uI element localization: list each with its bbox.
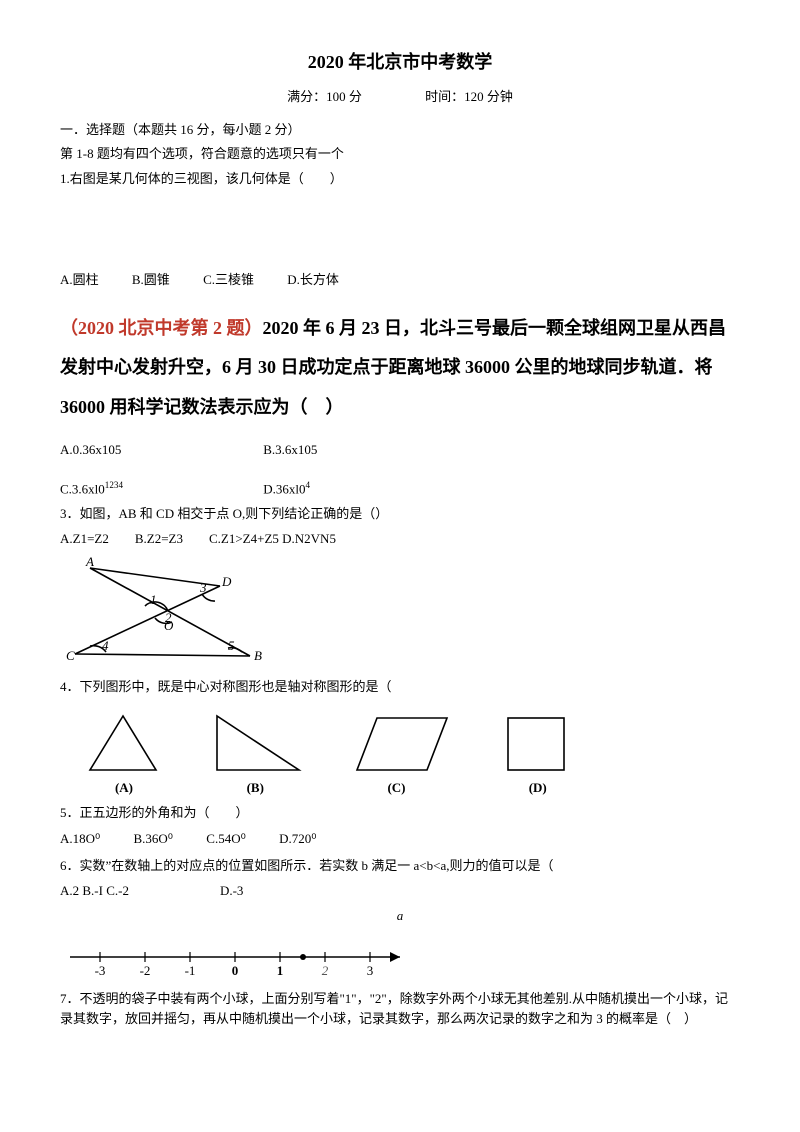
svg-text:5: 5 <box>228 638 235 653</box>
svg-text:3: 3 <box>199 580 207 595</box>
svg-text:3: 3 <box>367 963 374 978</box>
q2-opt-a: A.0.36x105 <box>60 440 260 461</box>
q3-figure: A D C B O 1 2 3 4 5 <box>60 556 280 671</box>
svg-text:-2: -2 <box>140 963 151 978</box>
q4-lbl-c: (C) <box>337 778 457 799</box>
q3-text: 3．如图，AB 和 CD 相交于点 O,则下列结论正确的是（） <box>60 504 740 525</box>
meta-line: 满分：100 分 时间：120 分钟 <box>60 87 740 108</box>
q6-numberline: -3 -2 -1 0 1 2 3 <box>60 941 420 983</box>
q2-opt-c: C.3.6xl01234 <box>60 478 260 500</box>
q7-text: 7．不透明的袋子中装有两个小球，上面分别写着"1"，"2"，除数字外两个小球无其… <box>60 989 740 1031</box>
svg-text:1: 1 <box>277 963 284 978</box>
svg-text:A: A <box>85 556 94 569</box>
q5-opt-a: A.18O⁰ <box>60 829 100 850</box>
q2-row1: A.0.36x105 B.3.6x105 <box>60 440 740 461</box>
q6-options: A.2 B.-I C.-2 D.-3 <box>60 881 740 902</box>
q6-text: 6．实数”在数轴上的对应点的位置如图所示．若实数 b 满足一 a<b<a,则力的… <box>60 856 740 877</box>
q2-ref: （2020 北京中考第 2 题） <box>60 318 263 338</box>
q5-opt-c: C.54O⁰ <box>206 829 246 850</box>
svg-text:B: B <box>254 648 262 663</box>
q1-opt-c: C.三棱锥 <box>203 270 254 291</box>
q4-labels: (A) (B) (C) (D) <box>60 778 740 799</box>
svg-text:0: 0 <box>232 963 239 978</box>
svg-text:4: 4 <box>102 638 109 653</box>
q6-a-label: a <box>60 906 740 927</box>
q4-lbl-d: (D) <box>488 778 588 799</box>
svg-text:1: 1 <box>150 592 157 607</box>
svg-text:-3: -3 <box>95 963 106 978</box>
time-limit: 时间：120 分钟 <box>425 89 513 104</box>
svg-text:2: 2 <box>322 963 329 978</box>
svg-text:D: D <box>221 574 232 589</box>
full-score: 满分：100 分 <box>287 89 362 104</box>
section1-head: 一．选择题（本题共 16 分，每小题 2 分） <box>60 120 740 141</box>
q5-options: A.18O⁰ B.36O⁰ C.54O⁰ D.720⁰ <box>60 829 740 850</box>
q5-opt-d: D.720⁰ <box>279 829 316 850</box>
q4-lbl-b: (B) <box>205 778 305 799</box>
q5-text: 5．正五边形的外角和为（ ） <box>60 803 740 824</box>
q2-opt-d: D.36xl04 <box>263 478 310 500</box>
q1-opt-a: A.圆柱 <box>60 270 99 291</box>
q4-text: 4．下列图形中，既是中心对称图形也是轴对称图形的是（ <box>60 677 740 698</box>
q1-opt-d: D.长方体 <box>287 270 339 291</box>
q4-lbl-a: (A) <box>74 778 174 799</box>
q5-opt-b: B.36O⁰ <box>134 829 174 850</box>
q3-options: A.Z1=Z2 B.Z2=Z3 C.Z1>Z4+Z5 D.N2VN5 <box>60 529 740 550</box>
q1-options: A.圆柱 B.圆锥 C.三棱锥 D.长方体 <box>60 270 740 291</box>
svg-text:C: C <box>66 648 75 663</box>
q4-shapes <box>60 708 740 778</box>
q1-opt-b: B.圆锥 <box>132 270 170 291</box>
q2-block: （2020 北京中考第 2 题）2020 年 6 月 23 日，北斗三号最后一颗… <box>60 309 740 428</box>
svg-text:2: 2 <box>165 610 172 625</box>
q1-text: 1.右图是某几何体的三视图，该几何体是（ ） <box>60 169 740 190</box>
q2-opt-b: B.3.6x105 <box>263 440 317 461</box>
page-title: 2020 年北京市中考数学 <box>60 48 740 77</box>
section1-sub: 第 1-8 题均有四个选项，符合题意的选项只有一个 <box>60 144 740 165</box>
svg-text:-1: -1 <box>185 963 196 978</box>
q2-row2: C.3.6xl01234 D.36xl04 <box>60 478 740 500</box>
